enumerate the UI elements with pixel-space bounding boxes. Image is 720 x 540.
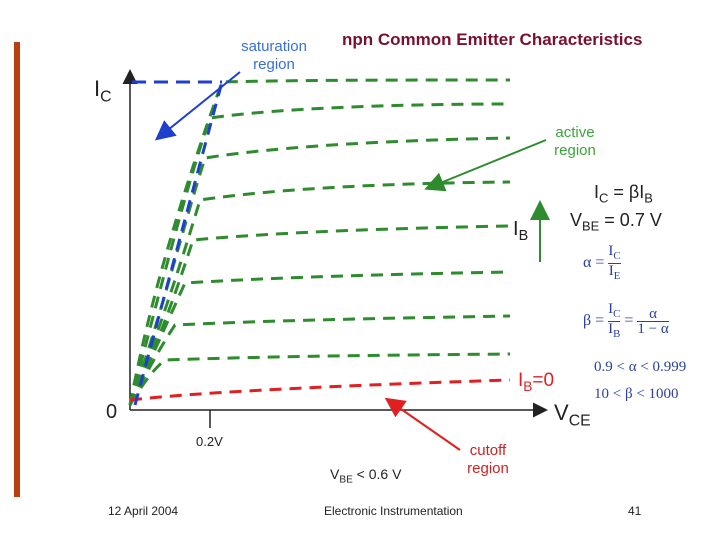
vbe-cutoff-label: VBE < 0.6 V <box>330 466 402 486</box>
footer-course: Electronic Instrumentation <box>324 504 463 518</box>
saturation-boundary <box>133 81 224 406</box>
curve-ib-zero <box>129 378 511 402</box>
vbe-active-equation: VBE = 0.7 V <box>570 210 662 234</box>
footer-page-number: 41 <box>628 504 642 518</box>
curve-ib-4 <box>128 180 511 406</box>
cutoff-region-label: cutoff region <box>455 442 521 478</box>
alpha-equation: α = IC IE <box>583 243 621 282</box>
slide-accent-bar <box>14 42 20 497</box>
saturation-arrow <box>154 71 241 141</box>
cutoff-label-line2: region <box>467 460 509 477</box>
active-region-label: active region <box>540 124 610 160</box>
active-label-line2: region <box>554 142 596 159</box>
ib-increase-label: IB <box>513 218 529 245</box>
cutoff-label-line1: cutoff <box>469 442 507 459</box>
cutoff-arrow <box>384 397 461 451</box>
alpha-range: 0.9 < α < 0.999 <box>594 359 687 375</box>
beta-range: 10 < β < 1000 <box>594 386 679 402</box>
origin-label: 0 <box>106 401 118 423</box>
slide-title: npn Common Emitter Characteristics <box>342 30 643 49</box>
ib-zero-label: IB=0 <box>518 370 555 394</box>
active-arrow <box>424 139 547 192</box>
curve-ib-2 <box>128 270 511 406</box>
saturation-region-label: saturation region <box>232 38 316 74</box>
active-label-line1: active <box>555 124 595 141</box>
ic-beta-equation: IC = βIB <box>594 182 653 206</box>
curve-ib-1 <box>128 314 511 406</box>
beta-equation: β = IC IB = α 1 − α <box>583 301 669 340</box>
curve-ib-0b <box>128 352 511 406</box>
saturation-label-line2: region <box>253 56 295 73</box>
saturation-label-line1: saturation <box>241 38 307 55</box>
ic-axis-label: IC <box>94 76 112 106</box>
curve-ib-3 <box>128 224 511 406</box>
vce-axis-label: VCE <box>554 400 591 430</box>
tick-02v-label: 0.2V <box>196 434 223 449</box>
curve-ib-7 <box>128 78 511 406</box>
footer-date: 12 April 2004 <box>108 504 179 518</box>
